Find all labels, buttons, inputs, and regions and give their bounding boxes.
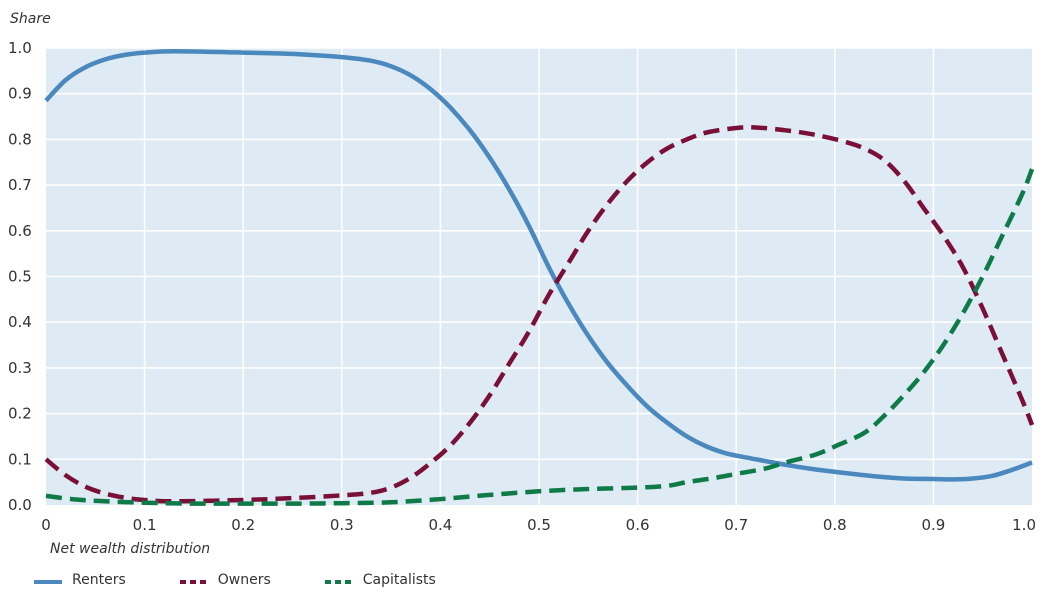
x-tick-label: 0.9: [921, 516, 945, 534]
x-axis-title: Net wealth distribution: [50, 541, 210, 557]
y-tick-label: 0.6: [8, 222, 32, 240]
legend-label: Capitalists: [362, 572, 436, 588]
legend-item-capitalists: Capitalists: [324, 572, 436, 588]
legend-item-owners: Owners: [179, 572, 271, 588]
y-tick-label: 0.3: [8, 359, 32, 377]
legend-swatch: [34, 575, 62, 585]
y-axis-ticks: 0.0 0.1 0.2 0.3 0.4 0.5 0.6 0.7 0.8 0.9 1.0: [8, 39, 32, 514]
series-line-renters: [44, 48, 1033, 482]
y-tick-label: 1.0: [8, 39, 32, 57]
series-line-owners: [44, 124, 1035, 504]
y-tick-label: 0.2: [8, 405, 32, 423]
x-tick-label: 0.7: [724, 516, 748, 534]
y-tick-label: 0.8: [8, 130, 32, 148]
x-tick-label: 0.1: [133, 516, 157, 534]
x-tick-label: 0.4: [428, 516, 452, 534]
y-tick-label: 0.0: [8, 496, 32, 514]
x-tick-label: 0.6: [626, 516, 650, 534]
grid-lines: [46, 47, 1032, 505]
x-tick-label: 0.5: [527, 516, 551, 534]
x-axis-ticks: 0 0.1 0.2 0.3 0.4 0.5 0.6 0.7 0.8 0.9 1.0: [41, 516, 1036, 534]
y-tick-label: 0.5: [8, 268, 32, 286]
x-tick-label: 0: [41, 516, 51, 534]
legend: Renters Owners Capitalists: [34, 570, 490, 590]
legend-swatch: [324, 575, 353, 585]
series-line-capitalists: [45, 168, 1035, 506]
y-tick-label: 0.7: [8, 176, 32, 194]
x-tick-label: 0.3: [330, 516, 354, 534]
x-tick-label: 1.0: [1012, 516, 1036, 534]
y-tick-label: 0.1: [8, 450, 32, 468]
y-tick-label: 0.9: [8, 85, 32, 103]
legend-item-renters: Renters: [34, 572, 126, 588]
y-axis-title: Share: [10, 11, 51, 27]
legend-label: Renters: [72, 572, 126, 588]
legend-swatch: [179, 575, 208, 585]
x-tick-label: 0.2: [231, 516, 255, 534]
x-tick-label: 0.8: [823, 516, 847, 534]
y-tick-label: 0.4: [8, 313, 32, 331]
series-lines: [44, 48, 1035, 506]
legend-label: Owners: [217, 572, 271, 588]
